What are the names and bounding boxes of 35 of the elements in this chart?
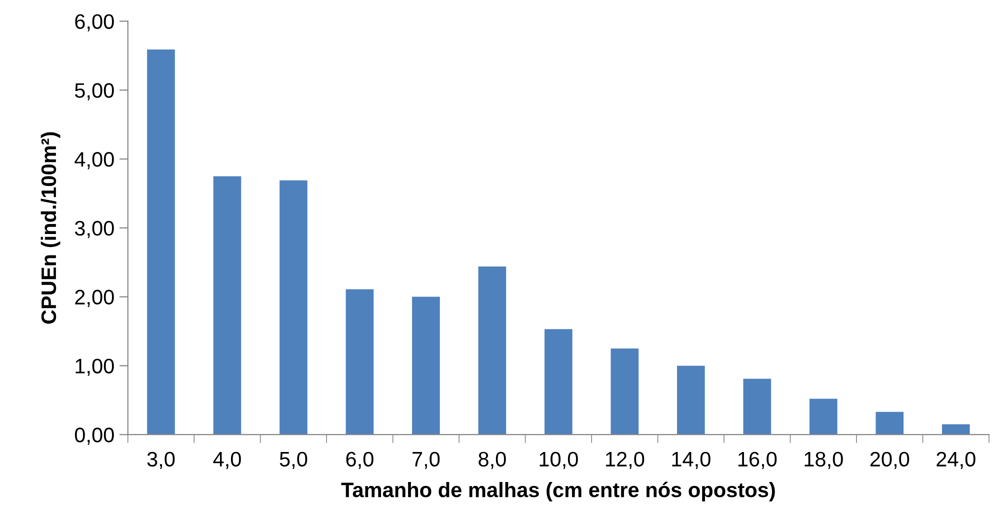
bar [346, 289, 374, 435]
bar [147, 49, 175, 435]
x-tick-label: 14,0 [672, 452, 710, 470]
y-tick-label: 4,00 [74, 152, 114, 170]
y-tick-label: 1,00 [76, 358, 114, 376]
bar [876, 412, 904, 435]
bar [942, 424, 970, 435]
bar [280, 180, 308, 435]
x-tick-label: 16,0 [738, 452, 777, 470]
x-tick-label: 5,0 [280, 452, 308, 470]
bar [478, 266, 506, 435]
y-axis-title: CPUEn (ind./100m²) [40, 132, 60, 324]
bar [809, 398, 838, 435]
x-tick-label: 7,0 [412, 452, 440, 470]
y-tick-label: 5,00 [74, 83, 114, 100]
x-tick-label: 4,0 [213, 452, 241, 470]
bar [213, 176, 242, 435]
x-tick-label: 3,0 [147, 452, 175, 470]
x-tick-label: 18,0 [804, 452, 843, 470]
x-tick-label: 20,0 [870, 452, 910, 470]
x-axis-title: Tamanho de malhas (cm entre nós opostos) [341, 482, 775, 502]
x-tick-label: 6,0 [346, 452, 374, 470]
x-tick-label: 24,0 [936, 452, 976, 470]
bar [412, 296, 440, 435]
y-tick-label: 6,00 [75, 14, 114, 32]
y-tick-label: 3,00 [74, 220, 114, 238]
x-tick-label: 8,0 [478, 452, 506, 470]
y-tick-label: 0,00 [74, 428, 114, 445]
bar [677, 366, 705, 435]
x-tick-label: 12,0 [606, 452, 644, 470]
bar [743, 378, 772, 435]
y-tick-label: 2,00 [75, 290, 114, 308]
x-tick-label: 10,0 [540, 452, 578, 470]
bar [544, 329, 572, 435]
bar [610, 348, 639, 435]
